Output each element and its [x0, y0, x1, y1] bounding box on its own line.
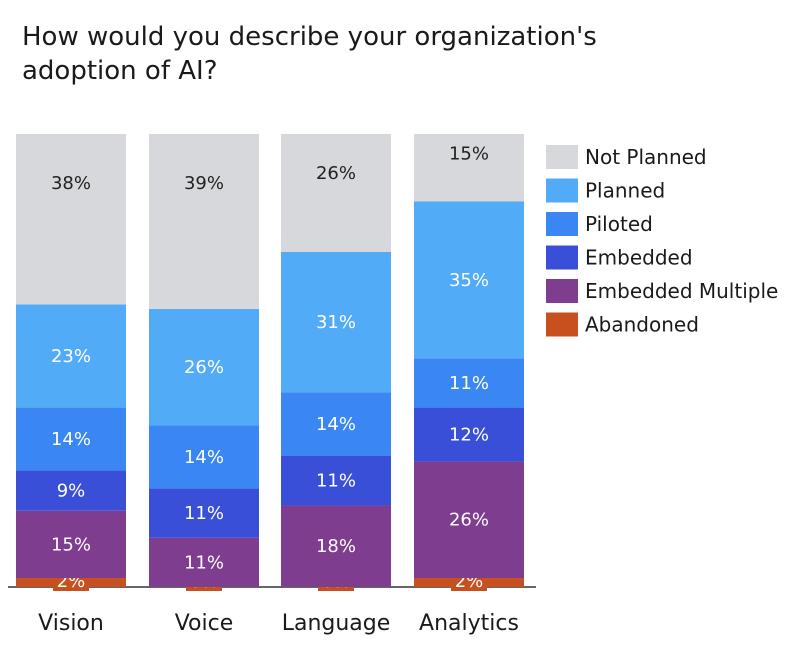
bar-language-embedded	[281, 455, 391, 506]
bar-analytics-planned	[414, 201, 524, 359]
bar-analytics-not-planned	[414, 134, 524, 202]
data-label-language-not-planned: 26%	[316, 163, 356, 184]
data-label-voice-embedded: 11%	[184, 503, 224, 524]
legend-swatch-embedded	[546, 245, 578, 270]
bar-analytics-piloted	[414, 358, 524, 408]
legend-item-planned[interactable]: Planned	[546, 178, 665, 203]
legend-swatch-piloted	[546, 212, 578, 236]
bar-vision-piloted	[16, 407, 126, 471]
data-label-vision-embedded-multiple: 15%	[51, 534, 91, 555]
data-label-vision-embedded: 9%	[57, 481, 86, 502]
legend-item-not-planned[interactable]: Not Planned	[546, 145, 707, 169]
data-label-analytics-embedded: 12%	[449, 425, 489, 446]
bar-voice-not-planned	[149, 134, 259, 309]
data-label-voice-embedded-multiple: 11%	[184, 552, 224, 573]
data-label-analytics-not-planned: 15%	[449, 144, 489, 165]
data-label-language-piloted: 14%	[316, 414, 356, 435]
legend-item-embedded[interactable]: Embedded	[546, 245, 693, 270]
bar-vision-planned	[16, 304, 126, 408]
bar-language-piloted	[281, 392, 391, 456]
legend[interactable]: Not Planned Planned Piloted Embedded Embedde…	[546, 145, 778, 337]
bar-voice-piloted	[149, 425, 259, 489]
bar-voice-embedded-multiple	[149, 537, 259, 587]
bar-language-not-planned	[281, 134, 391, 252]
category-label-analytics: Analytics	[419, 611, 519, 636]
legend-swatch-not-planned	[546, 145, 578, 169]
bar-voice-embedded	[149, 488, 259, 538]
legend-label-piloted: Piloted	[585, 212, 653, 236]
legend-swatch-embedded-multiple	[546, 279, 578, 303]
category-label-vision: Vision	[38, 611, 104, 636]
legend-label-embedded-multiple: Embedded Multiple	[585, 279, 778, 303]
legend-swatch-abandoned	[546, 312, 578, 337]
legend-label-abandoned: Abandoned	[585, 313, 699, 337]
data-label-language-embedded: 11%	[316, 471, 356, 492]
bar-language-planned	[281, 251, 391, 393]
category-label-language: Language	[282, 611, 391, 636]
bar-vision-embedded-multiple	[16, 510, 126, 579]
legend-label-not-planned: Not Planned	[585, 145, 707, 169]
legend-item-piloted[interactable]: Piloted	[546, 212, 653, 236]
bar-voice-planned	[149, 308, 259, 426]
bars-group: 2%15%9%14%23%38%0%11%11%14%26%39%0%18%11…	[16, 134, 524, 592]
data-label-voice-piloted: 14%	[184, 447, 224, 468]
legend-label-embedded: Embedded	[585, 246, 693, 270]
data-label-analytics-planned: 35%	[449, 270, 489, 291]
data-label-language-planned: 31%	[316, 312, 356, 333]
bar-analytics-embedded	[414, 407, 524, 462]
legend-swatch-planned	[546, 178, 578, 203]
chart-title: How would you describe your organization…	[22, 22, 597, 86]
data-label-vision-not-planned: 38%	[51, 173, 91, 194]
data-label-vision-piloted: 14%	[51, 429, 91, 450]
bar-language-embedded-multiple	[281, 505, 391, 587]
category-labels: Vision Voice Language Analytics	[38, 611, 519, 636]
legend-label-planned: Planned	[585, 179, 665, 203]
data-label-analytics-embedded-multiple: 26%	[449, 510, 489, 531]
legend-item-embedded-multiple[interactable]: Embedded Multiple	[546, 279, 778, 303]
legend-item-abandoned[interactable]: Abandoned	[546, 312, 699, 337]
data-label-voice-not-planned: 39%	[184, 173, 224, 194]
data-label-voice-planned: 26%	[184, 357, 224, 378]
data-label-analytics-piloted: 11%	[449, 373, 489, 394]
data-label-vision-planned: 23%	[51, 346, 91, 367]
category-label-voice: Voice	[175, 611, 234, 636]
bar-vision-not-planned	[16, 134, 126, 305]
bar-analytics-embedded-multiple	[414, 461, 524, 579]
bar-vision-embedded	[16, 470, 126, 511]
data-label-language-embedded-multiple: 18%	[316, 536, 356, 557]
